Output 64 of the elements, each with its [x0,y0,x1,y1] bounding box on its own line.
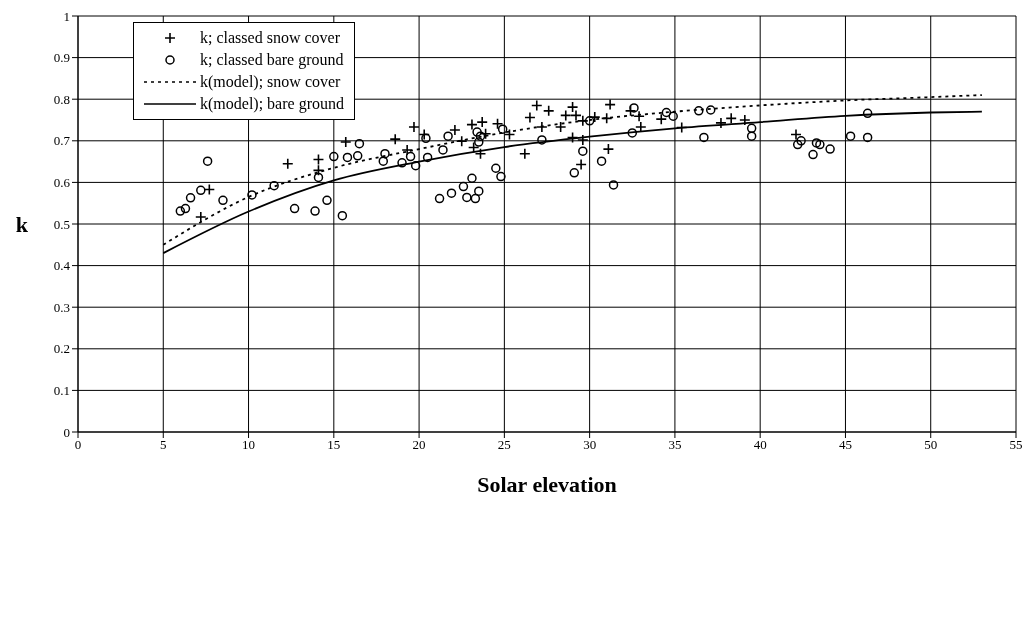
x-tick-label: 45 [838,437,852,453]
y-tick-label: 0.2 [53,341,70,357]
y-tick-label: 0.1 [53,383,70,399]
point [524,111,536,124]
point [194,211,207,223]
point [600,112,613,125]
point [466,118,478,131]
legend-label: k(model); snow cover [200,73,341,91]
point [577,134,589,146]
point [401,144,413,156]
point [655,113,668,125]
x-tick-label: 35 [668,437,682,453]
y-axis-title: k [15,211,29,237]
x-tick-label: 0 [74,437,82,453]
point [491,117,504,130]
point [575,158,587,171]
point [312,153,325,166]
point [519,147,531,160]
legend-label: k(model); bare ground [200,95,344,113]
point [542,105,555,117]
point [559,109,572,122]
legend-label: k; classed snow cover [200,29,340,47]
x-tick-label: 15 [327,437,341,453]
x-tick-label: 55 [1009,437,1023,453]
point [449,124,461,136]
x-tick-label: 40 [753,437,767,453]
point [389,133,402,145]
point [339,136,352,148]
point [408,121,420,133]
point [455,135,468,148]
x-tick-label: 25 [497,437,511,453]
point [312,164,325,177]
legend-label: k; classed bare ground [200,51,344,69]
point [281,157,294,170]
point [739,114,751,126]
point [715,117,727,129]
point [503,128,516,141]
x-tick-label: 5 [160,437,167,453]
y-tick-label: 0 [63,424,70,440]
y-tick-label: 0.4 [53,258,71,274]
y-tick-label: 0.5 [53,216,70,232]
x-tick-label: 10 [242,437,256,453]
x-tick-label: 20 [412,437,426,453]
x-tick-label: 50 [924,437,938,453]
x-axis-title: Solar elevation [477,472,617,497]
point [530,99,543,112]
point [479,127,492,140]
point [536,121,548,133]
x-tick-label: 30 [583,437,597,453]
y-tick-label: 0.6 [53,175,71,191]
point [554,121,567,133]
point [604,98,616,111]
point [476,116,488,128]
point [675,121,688,134]
point [566,101,579,113]
y-tick-label: 0.9 [53,50,70,66]
point [566,131,579,144]
point [602,143,615,155]
y-tick-label: 1 [63,8,70,24]
y-tick-label: 0.7 [53,133,71,149]
point [725,112,737,125]
point [790,128,802,141]
y-tick-label: 0.8 [53,91,70,107]
y-tick-label: 0.3 [53,299,70,315]
